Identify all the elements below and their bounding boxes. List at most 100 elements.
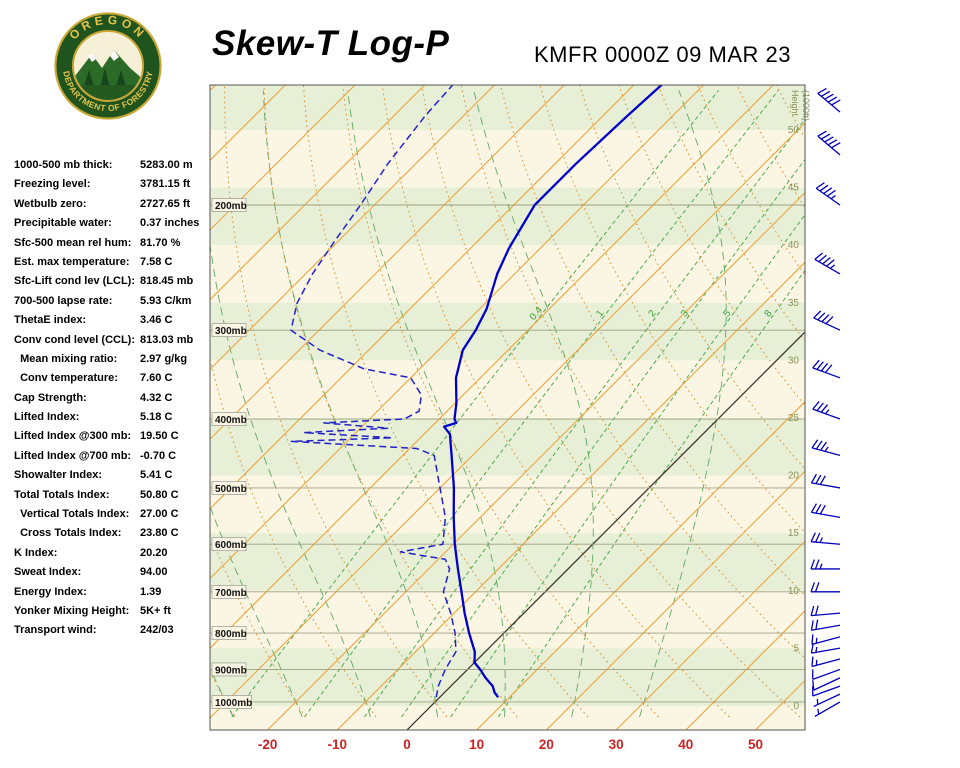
index-row: Sfc-500 mean rel hum: 81.70 %	[14, 236, 214, 255]
index-label: Transport wind:	[14, 624, 97, 637]
pressure-label-box	[211, 481, 247, 495]
station-line: KMFR 0000Z 09 MAR 23	[534, 42, 791, 67]
wind-barb	[810, 643, 841, 654]
pressure-label: 900mb	[215, 665, 247, 676]
mixing-ratio-label: 8	[763, 308, 775, 320]
index-row: Transport wind: 242/03	[14, 623, 214, 642]
height-tick-label: 5	[793, 643, 799, 654]
index-label: Showalter Index:	[14, 469, 103, 482]
zero-isotherm	[406, 331, 805, 730]
index-row: Vertical Totals Index: 27.00 C	[14, 507, 214, 526]
wind-barb	[810, 559, 840, 570]
index-row: Energy Index: 1.39	[14, 585, 214, 604]
index-row: ThetaE index: 3.46 C	[14, 313, 214, 332]
index-label: Lifted Index @700 mb:	[14, 449, 132, 462]
temperature-trace	[442, 85, 664, 698]
index-value: 3.46 C	[140, 314, 173, 327]
temp-axis: -20 -10 0 10 20 30 40 50	[258, 737, 763, 752]
wind-barb	[810, 582, 840, 593]
mixing-ratio-labels: 0.4 1 2 3 5 8	[528, 305, 775, 323]
index-label: Freezing level:	[14, 178, 91, 191]
index-value: 20.20	[140, 546, 168, 559]
pressure-label: 500mb	[215, 484, 247, 495]
wind-barb	[810, 473, 841, 489]
wind-barb	[810, 532, 841, 545]
index-label: Est. max temperature:	[14, 255, 130, 268]
pressure-label-box	[211, 662, 247, 677]
index-value: 813.03 mb	[140, 333, 194, 346]
index-label: Sfc-500 mean rel hum:	[14, 236, 132, 249]
pressure-label-box	[211, 537, 247, 552]
wind-barb	[812, 677, 841, 691]
index-row: Lifted Index @300 mb: 19.50 C	[14, 429, 214, 448]
wind-barb	[814, 701, 841, 718]
mixing-ratio-label: 2	[647, 308, 659, 320]
index-value: 23.80 C	[140, 527, 179, 540]
height-tick-label: 25	[788, 413, 800, 424]
temp-tick-label: -20	[258, 737, 278, 752]
height-tick-label: 20	[788, 471, 800, 482]
index-value: 50.80 C	[140, 488, 179, 501]
index-row: Cap Strength: 4.32 C	[14, 391, 214, 410]
pressure-label: 800mb	[215, 629, 247, 640]
index-label: Mean mixing ratio:	[14, 352, 118, 365]
index-label: 700-500 lapse rate:	[14, 294, 113, 307]
index-row: Cross Totals Index: 23.80 C	[14, 526, 214, 545]
index-label: ThetaE index:	[14, 314, 87, 327]
wind-barb	[817, 130, 841, 156]
height-tick-label: 40	[788, 240, 800, 251]
dewpoint-trace	[290, 85, 457, 698]
index-row: Est. max temperature: 7.58 C	[14, 255, 214, 274]
index-value: 81.70 %	[140, 236, 181, 249]
index-row: 1000-500 mb thick: 5283.00 m	[14, 158, 214, 177]
wind-barb	[812, 401, 841, 420]
wind-barb	[810, 503, 841, 519]
index-label: Energy Index:	[14, 585, 87, 598]
wind-barb	[812, 685, 841, 697]
pressure-label-box	[211, 695, 252, 709]
mixing-ratio-label: 5	[722, 308, 734, 320]
height-bands	[210, 85, 805, 730]
index-label: Wetbulb zero:	[14, 197, 87, 210]
height-axis: 0 5 10 15 20 25 30 35 40 45 50 Height (1000ft)	[788, 90, 811, 712]
index-value: 1.39	[140, 585, 162, 598]
height-tick-label: 45	[788, 183, 800, 194]
temp-tick-label: 30	[609, 737, 624, 752]
index-row: Showalter Index: 5.41 C	[14, 468, 214, 487]
height-tick-label: 50	[788, 125, 800, 136]
index-value: 5K+ ft	[140, 604, 171, 617]
pressure-labels: 200mb 300mb 400mb 500mb 600mb 700mb 800mb 900mb…	[211, 198, 252, 709]
index-value: 242/03	[140, 624, 174, 637]
index-value: 5.41 C	[140, 469, 173, 482]
pressure-label: 600mb	[215, 540, 247, 551]
odf-logo-svg: OREGON DEPARTMENT OF FORESTRY	[54, 12, 162, 120]
index-label: Lifted Index:	[14, 411, 80, 424]
index-label: 1000-500 mb thick:	[14, 159, 113, 171]
wind-barb	[810, 605, 841, 617]
index-row: Mean mixing ratio: 2.97 g/kg	[14, 352, 214, 371]
index-value: 19.50 C	[140, 430, 179, 443]
wind-barb	[811, 439, 841, 457]
temp-tick-label: 0	[403, 737, 411, 752]
plot-border	[209, 84, 806, 731]
index-label: Sfc-Lift cond lev (LCL):	[14, 275, 135, 288]
pressure-label-box	[211, 323, 247, 338]
mixing-ratio-label: 3	[679, 308, 691, 320]
index-row: Precipitable water: 0.37 inches	[14, 216, 214, 235]
index-row: Sweat Index: 94.00	[14, 565, 214, 584]
wind-barb	[813, 693, 841, 707]
pressure-label-box	[211, 412, 247, 426]
index-label: Sweat Index:	[14, 566, 82, 579]
dry-adiabats	[210, 85, 805, 718]
wind-barb	[817, 87, 841, 113]
index-row: Conv temperature: 7.60 C	[14, 371, 214, 390]
index-row: 700-500 lapse rate: 5.93 C/km	[14, 294, 214, 313]
index-value: 5283.00 m	[140, 159, 193, 171]
index-row: Sfc-Lift cond lev (LCL): 818.45 mb	[14, 274, 214, 293]
index-row: Wetbulb zero: 2727.65 ft	[14, 197, 214, 216]
index-row: Lifted Index @700 mb: -0.70 C	[14, 449, 214, 468]
temp-tick-label: -10	[328, 737, 348, 752]
temp-tick-label: 40	[678, 737, 693, 752]
height-axis-title: (1000ft)	[801, 90, 811, 121]
